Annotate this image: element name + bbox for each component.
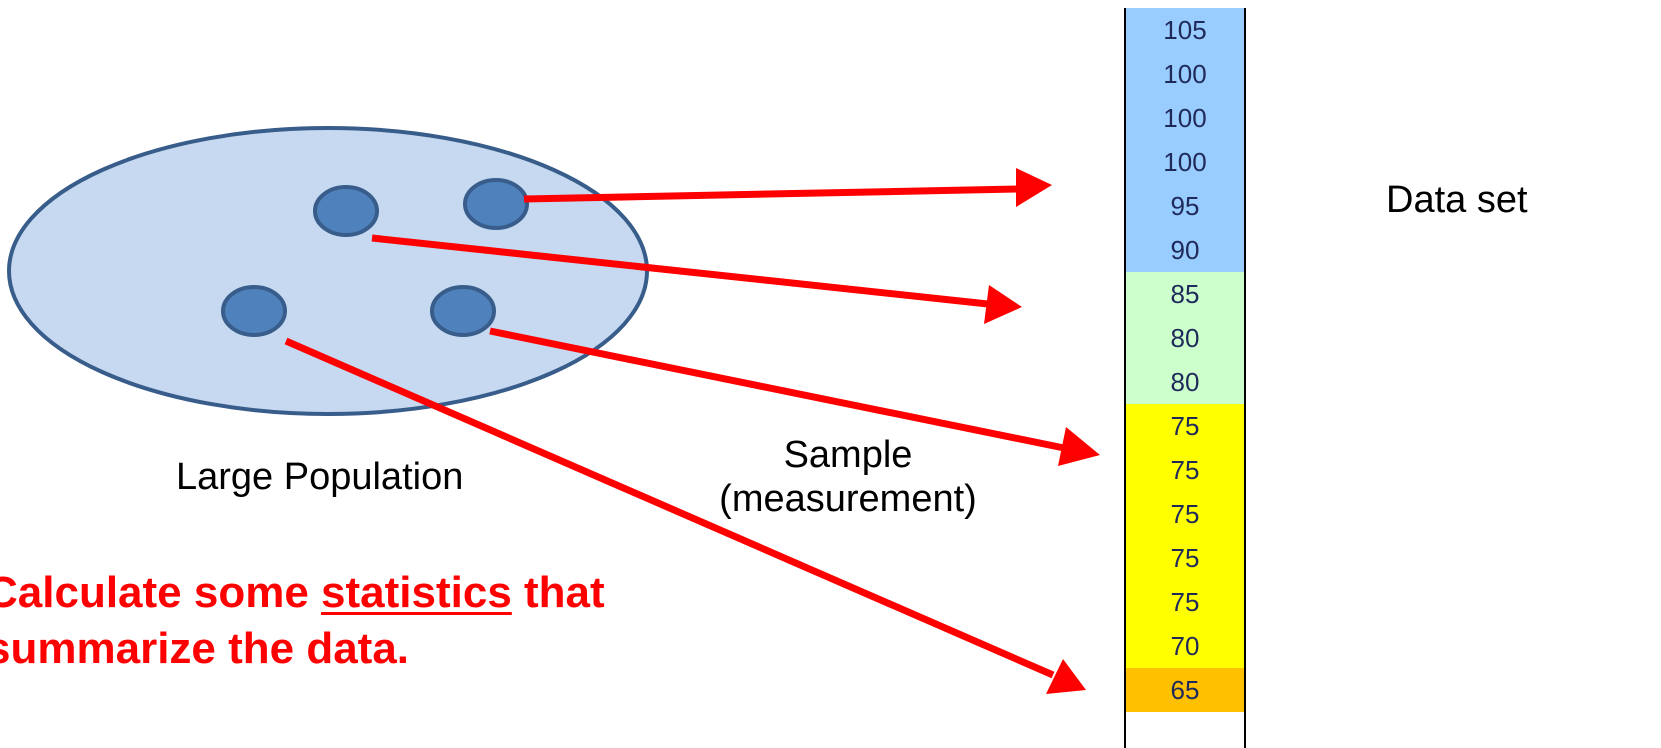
data-set-label: Data set bbox=[1386, 179, 1528, 221]
data-set-cell: 100 bbox=[1126, 96, 1244, 140]
statement-text-after: that bbox=[511, 568, 605, 617]
sample-arrow-4-head bbox=[1046, 659, 1086, 694]
data-set-cell: 75 bbox=[1126, 448, 1244, 492]
summary-statement-line1: Calculate some statistics that bbox=[0, 565, 605, 621]
data-set-cell: 80 bbox=[1126, 316, 1244, 360]
population-ellipse bbox=[7, 126, 649, 416]
data-set-cell: 90 bbox=[1126, 228, 1244, 272]
population-member-1 bbox=[313, 185, 379, 237]
data-set-cell: 70 bbox=[1126, 624, 1244, 668]
data-set-cell: 75 bbox=[1126, 492, 1244, 536]
sample-arrow-2-head bbox=[984, 285, 1022, 324]
data-set-cell: 75 bbox=[1126, 404, 1244, 448]
sample-label-line1: Sample bbox=[783, 434, 913, 476]
data-set-cell: 105 bbox=[1126, 8, 1244, 52]
summary-statement: Calculate some statistics that summarize… bbox=[0, 565, 605, 677]
sample-label-line2: (measurement) bbox=[719, 478, 977, 520]
data-set-cell: 80 bbox=[1126, 360, 1244, 404]
data-set-cell: 75 bbox=[1126, 580, 1244, 624]
population-member-3 bbox=[221, 285, 287, 337]
statement-text-before: Calculate some bbox=[0, 568, 322, 617]
data-set-cell: 100 bbox=[1126, 52, 1244, 96]
population-label: Large Population bbox=[176, 456, 464, 498]
data-set-cell: 100 bbox=[1126, 140, 1244, 184]
data-set-column: 105 100 100 100 95 90 85 80 80 75 75 75 75 75 70 65 bbox=[1124, 8, 1246, 748]
sample-arrow-3-shaft bbox=[489, 327, 1065, 452]
sample-label: Sample (measurement) bbox=[698, 433, 998, 521]
population-member-4 bbox=[430, 285, 496, 337]
population-member-2 bbox=[463, 178, 529, 230]
sample-arrow-2-shaft bbox=[371, 234, 989, 308]
sample-arrow-3-head bbox=[1058, 427, 1100, 466]
sample-arrow-1-head bbox=[1016, 168, 1052, 207]
sample-arrow-4-shaft bbox=[284, 337, 1055, 679]
data-set-cell: 85 bbox=[1126, 272, 1244, 316]
sample-arrow-1-shaft bbox=[523, 185, 1019, 203]
data-set-cell: 75 bbox=[1126, 536, 1244, 580]
summary-statement-line2: summarize the data. bbox=[0, 624, 410, 673]
statistics-keyword: statistics bbox=[321, 568, 512, 617]
data-set-cell: 95 bbox=[1126, 184, 1244, 228]
data-set-cell: 65 bbox=[1126, 668, 1244, 712]
